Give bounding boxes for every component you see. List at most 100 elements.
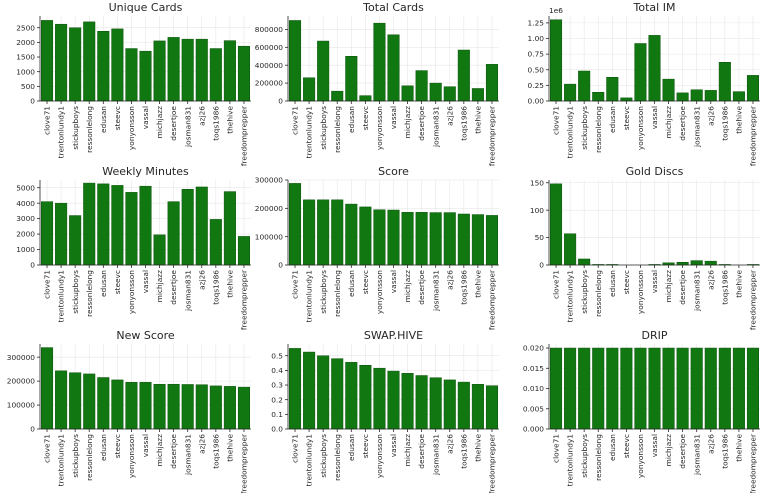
bar [429,82,442,102]
x-tick-label: stickupboys [71,434,80,478]
chart-panel: 0 50 100 150 clove71 trentonlundy1 stickupboys… [530,165,760,330]
x-tick-label: toqs1986 [720,434,729,469]
bar [303,351,316,430]
bar [331,90,344,102]
bar [550,183,563,266]
x-tick-label: desertjoe [678,106,687,141]
x-tick-label: freedomprepper [488,105,497,166]
bar [676,262,689,266]
y-tick-label: 0.3 [271,381,283,390]
x-tick-label: trentonlundy1 [57,270,66,323]
x-tick-label: edusan [608,434,617,461]
bar [401,212,414,266]
x-tick-label: yonyonsson [375,270,384,314]
bar [746,347,759,430]
x-tick-label: desertjoe [417,106,426,141]
bar [732,347,745,430]
x-tick-label: edusan [347,434,356,461]
bar [704,347,717,430]
x-tick-label: toqs1986 [211,434,220,469]
y-tick-label: 0 [30,97,35,106]
x-tick-label: edusan [347,106,356,133]
y-tick-label: 0.25 [528,81,545,90]
bar [195,186,208,266]
x-tick-label: clove71 [291,270,300,299]
x-tick-label: toqs1986 [211,106,220,141]
y-tick-label: 0.010 [523,384,544,393]
x-tick-label: trentonlundy1 [566,106,575,159]
bar [592,92,605,102]
x-tick-label: freedomprepper [749,269,758,330]
bar [359,365,372,430]
bar [387,370,400,430]
y-tick-label: 0 [30,261,35,270]
bar [443,379,456,430]
x-tick-label: ressonlelong [85,106,94,153]
bar [662,347,675,430]
y-tick-label: 5000 [16,183,35,192]
x-tick-label: vassal [389,270,398,293]
bar [195,384,208,430]
x-tick-label: ressonlelong [85,434,94,481]
x-tick-label: toqs1986 [459,434,468,469]
bar [139,382,152,430]
bar [718,347,731,430]
chart-title: Gold Discs [626,165,684,178]
y-tick-label: 300000 [7,353,36,362]
x-tick-label: michjazz [155,434,164,466]
bar [662,78,675,102]
x-tick-label: azj26 [197,434,206,454]
bar [181,189,194,266]
y-tick-label: 1000 [16,245,35,254]
y-tick-label: 200000 [7,377,36,386]
x-tick-label: clove71 [552,270,561,299]
x-tick-label: desertjoe [678,270,687,305]
y-tick-label: 200000 [255,204,284,213]
x-tick-label: thehive [474,270,483,298]
x-tick-label: vassal [141,270,150,293]
x-tick-label: azj26 [445,434,454,454]
bar [97,377,110,430]
x-tick-label: stickupboys [71,106,80,150]
x-tick-label: stickupboys [319,270,328,314]
y-tick-label: 2500 [16,23,35,32]
x-tick-label: thehive [735,270,744,298]
x-tick-label: thehive [735,106,744,134]
x-tick-label: michjazz [155,270,164,302]
x-tick-label: steevc [113,270,122,294]
x-tick-label: vassal [141,434,150,457]
bar [457,49,470,102]
bar [415,212,428,266]
x-tick-label: trentonlundy1 [57,434,66,487]
x-tick-label: thehive [226,434,235,462]
x-tick-label: edusan [99,270,108,297]
bar [550,19,563,102]
x-tick-label: josman831 [692,270,701,312]
x-tick-label: steevc [361,106,370,130]
bar [41,201,54,266]
x-tick-label: josman831 [431,106,440,148]
x-tick-label: edusan [347,270,356,297]
x-tick-label: michjazz [664,270,673,302]
x-tick-label: steevc [622,434,631,458]
x-tick-label: yonyonsson [636,270,645,314]
bar [606,77,619,102]
bar [153,234,166,266]
x-tick-label: freedomprepper [488,269,497,330]
x-tick-label: clove71 [43,270,52,299]
chart-title: Total Cards [362,1,424,14]
bar [69,27,82,102]
x-tick-label: desertjoe [169,106,178,141]
y-tick-label: 0 [539,261,544,270]
x-tick-label: freedomprepper [749,433,758,493]
x-tick-label: yonyonsson [636,434,645,478]
bar [634,43,647,102]
chart-title: Weekly Minutes [102,165,189,178]
bar [401,85,414,102]
y-tick-label: 0.0 [271,425,283,434]
bar [676,92,689,102]
x-tick-label: desertjoe [169,434,178,469]
y-tick-label: 1.00 [528,34,545,43]
bar [209,48,222,102]
bar [303,199,316,266]
